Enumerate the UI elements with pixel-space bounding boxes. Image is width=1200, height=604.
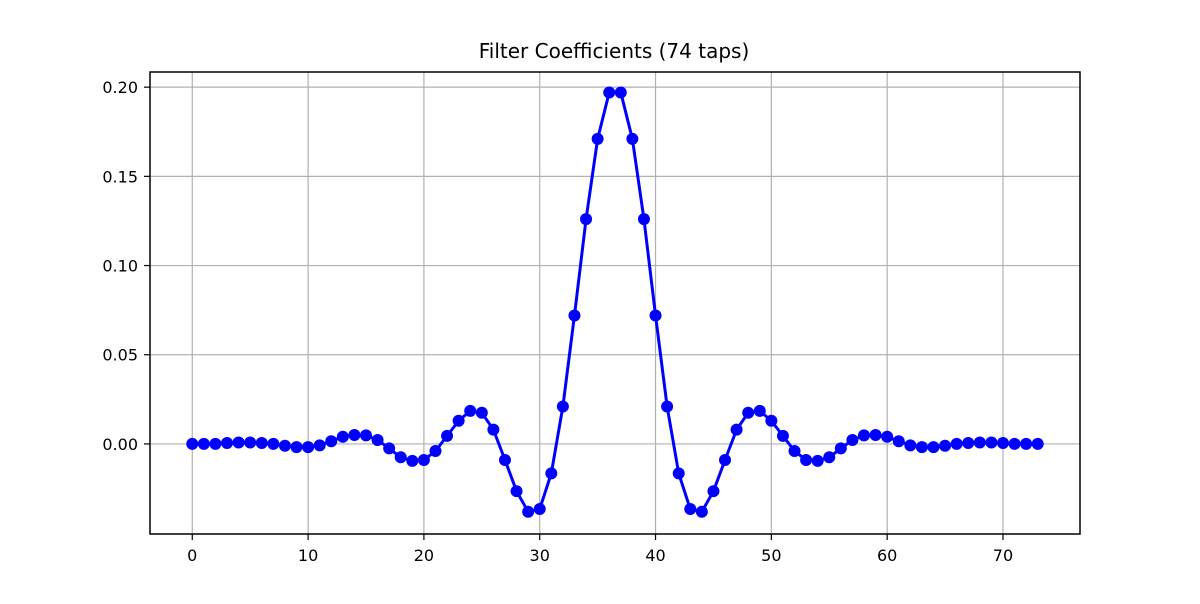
- data-point: [637, 213, 650, 226]
- data-point: [996, 437, 1009, 450]
- data-point: [371, 433, 384, 446]
- data-point: [869, 429, 882, 441]
- data-point: [730, 423, 743, 436]
- data-point: [846, 433, 859, 446]
- data-point: [464, 404, 477, 417]
- data-point: [452, 414, 465, 427]
- data-point: [221, 437, 234, 450]
- y-tick-label: 0.05: [102, 346, 138, 365]
- data-point: [255, 437, 268, 450]
- data-point: [336, 430, 349, 443]
- x-tick-label: 40: [645, 546, 665, 565]
- data-point: [417, 453, 430, 466]
- data-point: [707, 485, 720, 498]
- data-point: [244, 436, 257, 449]
- y-tick-label: 0.10: [102, 257, 138, 276]
- x-tick-label: 20: [414, 546, 434, 565]
- data-point: [556, 400, 569, 413]
- data-point: [719, 453, 732, 466]
- data-point: [487, 423, 500, 436]
- data-point: [197, 437, 210, 450]
- data-point: [568, 309, 581, 322]
- x-tick-label: 70: [993, 546, 1013, 565]
- data-point: [522, 505, 535, 518]
- y-tick-label: 0.15: [102, 167, 138, 186]
- data-point: [359, 429, 372, 442]
- data-point: [603, 86, 616, 99]
- data-point: [348, 429, 361, 441]
- data-point: [753, 404, 766, 417]
- data-point: [429, 445, 442, 458]
- data-point: [776, 429, 789, 442]
- y-tick-label: 0.00: [102, 435, 138, 454]
- data-point: [823, 451, 836, 464]
- data-point: [267, 437, 280, 450]
- data-point: [892, 435, 905, 448]
- data-point: [290, 441, 303, 454]
- data-point: [1031, 437, 1044, 450]
- data-point: [973, 436, 986, 449]
- axis-ticks: 0 10 20 30 40 50 60 70 0.00 0.05 0.10 0.15 0.20: [102, 78, 1013, 565]
- plot-frame: [149, 71, 1081, 535]
- data-point: [985, 436, 998, 449]
- data-point: [788, 445, 801, 458]
- data-point: [672, 467, 685, 480]
- data-point: [811, 454, 824, 467]
- data-point: [591, 132, 604, 145]
- data-point: [313, 439, 326, 452]
- data-point: [1020, 437, 1033, 450]
- data-point: [475, 406, 488, 419]
- data-point: [302, 441, 315, 454]
- data-point: [927, 441, 940, 454]
- data-point: [498, 453, 511, 466]
- data-point: [1008, 437, 1021, 450]
- data-point: [800, 453, 813, 466]
- data-point: [742, 406, 755, 419]
- data-point: [545, 467, 558, 480]
- series-layer: [186, 86, 1044, 518]
- data-point: [858, 429, 871, 442]
- data-point: [406, 454, 419, 467]
- data-point: [394, 451, 407, 464]
- data-point: [510, 485, 523, 498]
- data-point: [383, 442, 396, 455]
- data-point: [881, 430, 894, 443]
- grid-lines: [150, 72, 1080, 534]
- data-point: [614, 86, 627, 99]
- data-point: [533, 503, 546, 516]
- x-tick-label: 60: [877, 546, 897, 565]
- data-point: [834, 442, 847, 455]
- data-point: [661, 400, 674, 413]
- data-point: [962, 437, 975, 450]
- data-point: [915, 441, 928, 454]
- data-point: [580, 213, 593, 226]
- y-tick-label: 0.20: [102, 78, 138, 97]
- data-point: [765, 414, 778, 427]
- data-point: [325, 435, 338, 448]
- x-tick-label: 10: [298, 546, 318, 565]
- data-point: [186, 437, 199, 450]
- data-point: [950, 437, 963, 450]
- x-tick-label: 0: [187, 546, 197, 565]
- data-point: [232, 436, 245, 449]
- data-point: [684, 503, 697, 516]
- chart-title: Filter Coefficients (74 taps): [479, 39, 750, 63]
- x-tick-label: 50: [761, 546, 781, 565]
- data-point: [626, 132, 639, 145]
- data-point: [939, 439, 952, 452]
- data-point: [649, 309, 662, 322]
- data-point: [209, 437, 222, 450]
- data-point: [695, 505, 708, 518]
- x-tick-label: 30: [530, 546, 550, 565]
- data-point: [441, 429, 454, 442]
- data-point: [904, 439, 917, 452]
- data-point: [278, 439, 291, 452]
